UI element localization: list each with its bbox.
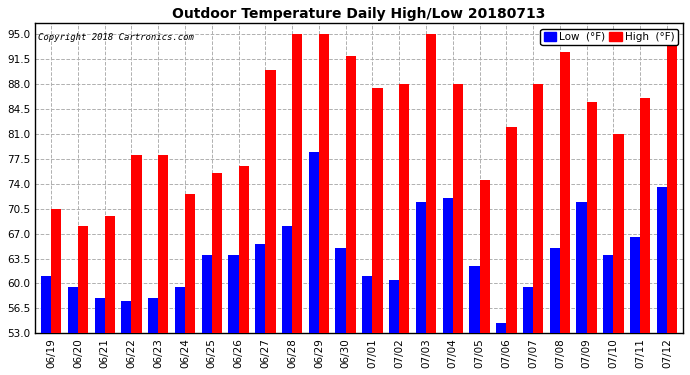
Bar xyxy=(335,248,346,333)
Bar xyxy=(496,322,506,333)
Bar xyxy=(560,52,570,333)
Bar xyxy=(506,127,517,333)
Bar xyxy=(185,194,195,333)
Bar xyxy=(78,226,88,333)
Bar xyxy=(442,198,453,333)
Bar xyxy=(667,34,677,333)
Bar xyxy=(400,84,409,333)
Bar xyxy=(239,166,248,333)
Bar xyxy=(613,134,624,333)
Bar xyxy=(255,244,266,333)
Bar xyxy=(657,188,667,333)
Bar xyxy=(158,155,168,333)
Bar xyxy=(175,287,185,333)
Bar xyxy=(201,255,212,333)
Bar xyxy=(68,287,78,333)
Bar xyxy=(416,201,426,333)
Bar xyxy=(586,102,597,333)
Bar xyxy=(630,237,640,333)
Bar xyxy=(132,155,141,333)
Bar xyxy=(640,98,651,333)
Bar xyxy=(523,287,533,333)
Bar xyxy=(228,255,239,333)
Bar xyxy=(373,88,383,333)
Bar xyxy=(121,301,132,333)
Bar xyxy=(266,70,275,333)
Bar xyxy=(389,280,400,333)
Bar xyxy=(292,34,302,333)
Bar xyxy=(51,209,61,333)
Text: Copyright 2018 Cartronics.com: Copyright 2018 Cartronics.com xyxy=(39,33,194,42)
Legend: Low  (°F), High  (°F): Low (°F), High (°F) xyxy=(540,29,678,45)
Bar xyxy=(453,84,463,333)
Bar xyxy=(105,216,115,333)
Bar xyxy=(550,248,560,333)
Bar xyxy=(480,180,490,333)
Bar xyxy=(362,276,373,333)
Bar xyxy=(308,152,319,333)
Bar xyxy=(95,298,105,333)
Bar xyxy=(282,226,292,333)
Bar xyxy=(41,276,51,333)
Bar xyxy=(533,84,543,333)
Bar xyxy=(346,56,356,333)
Bar xyxy=(319,34,329,333)
Bar xyxy=(603,255,613,333)
Bar xyxy=(469,266,480,333)
Bar xyxy=(212,173,222,333)
Bar xyxy=(426,34,436,333)
Title: Outdoor Temperature Daily High/Low 20180713: Outdoor Temperature Daily High/Low 20180… xyxy=(172,7,546,21)
Bar xyxy=(148,298,158,333)
Bar xyxy=(576,201,586,333)
